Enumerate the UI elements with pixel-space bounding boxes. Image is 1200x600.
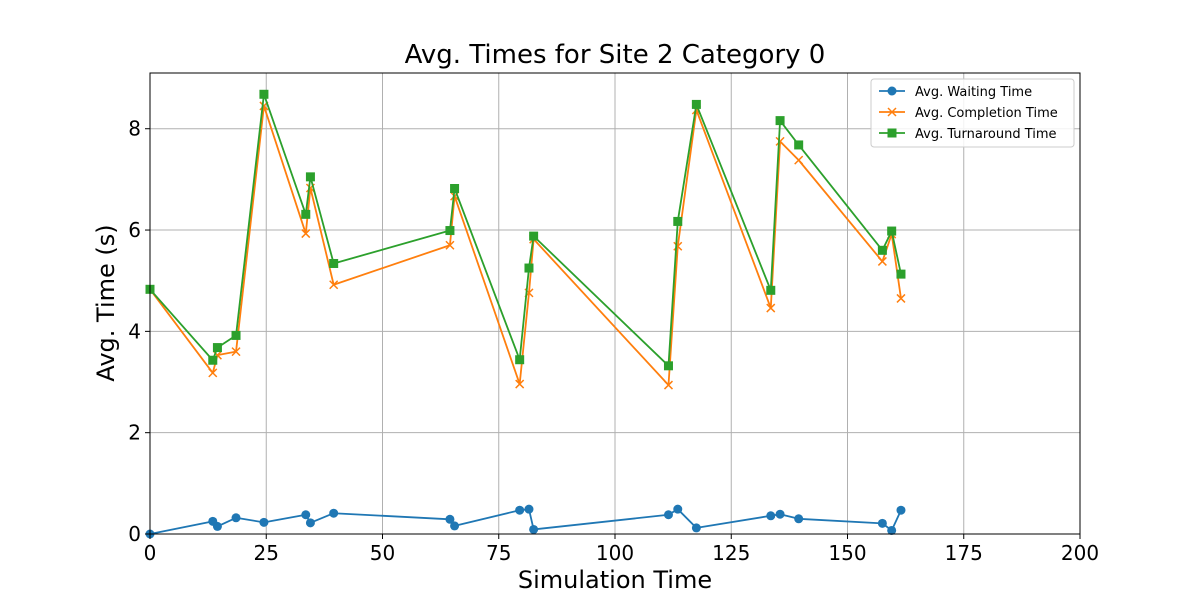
legend-marker bbox=[887, 128, 897, 138]
y-tick-label: 6 bbox=[128, 218, 141, 242]
data-point bbox=[775, 509, 785, 519]
data-point bbox=[208, 368, 218, 378]
x-tick-label: 200 bbox=[1061, 541, 1099, 565]
data-point bbox=[305, 518, 315, 528]
data-point bbox=[305, 172, 315, 182]
x-tick-label: 25 bbox=[254, 541, 279, 565]
data-point bbox=[524, 504, 534, 514]
data-point bbox=[515, 379, 525, 389]
chart-title: Avg. Times for Site 2 Category 0 bbox=[405, 40, 826, 70]
data-point bbox=[691, 99, 701, 109]
x-tick-label: 75 bbox=[486, 541, 511, 565]
data-point bbox=[450, 521, 460, 531]
data-point bbox=[887, 525, 897, 535]
series-line-1 bbox=[149, 105, 902, 386]
series-line-0 bbox=[149, 508, 902, 535]
data-point bbox=[301, 510, 311, 520]
data-point bbox=[673, 504, 683, 514]
data-point bbox=[301, 229, 311, 239]
data-point bbox=[515, 505, 525, 515]
data-point bbox=[766, 285, 776, 295]
data-point bbox=[301, 209, 311, 219]
data-point bbox=[208, 355, 218, 365]
data-point bbox=[794, 155, 804, 165]
legend: Avg. Waiting Time Avg. Completion Time Avg… bbox=[870, 78, 1075, 148]
data-point bbox=[445, 240, 455, 250]
data-point bbox=[663, 361, 673, 371]
data-point bbox=[329, 508, 339, 518]
data-point bbox=[896, 269, 906, 279]
data-point bbox=[212, 521, 222, 531]
data-point bbox=[259, 517, 269, 527]
data-point bbox=[524, 263, 534, 273]
data-point bbox=[663, 510, 673, 520]
data-point bbox=[673, 216, 683, 226]
y-tick-label: 4 bbox=[128, 319, 141, 343]
data-point bbox=[775, 116, 785, 126]
data-point bbox=[231, 347, 241, 357]
data-point bbox=[766, 511, 776, 521]
data-point bbox=[231, 513, 241, 523]
y-tick-label: 2 bbox=[128, 421, 141, 445]
data-point bbox=[445, 226, 455, 236]
legend-label-2: Avg. Turnaround Time bbox=[915, 127, 1057, 142]
x-tick-label: 100 bbox=[596, 541, 634, 565]
data-point bbox=[663, 380, 674, 390]
data-point bbox=[775, 136, 785, 146]
data-point bbox=[877, 256, 887, 266]
data-point bbox=[794, 514, 804, 524]
y-tick-label: 0 bbox=[128, 522, 141, 546]
x-tick-label: 150 bbox=[828, 541, 866, 565]
y-axis-title: Avg. Time (s) bbox=[92, 224, 120, 381]
data-point bbox=[212, 343, 222, 353]
data-point bbox=[896, 505, 906, 515]
x-tick-label: 175 bbox=[945, 541, 983, 565]
y-tick-label: 8 bbox=[128, 117, 141, 141]
data-point bbox=[329, 258, 339, 268]
data-point bbox=[896, 293, 906, 303]
legend-marker bbox=[887, 86, 897, 96]
data-point bbox=[329, 280, 339, 290]
data-point bbox=[794, 140, 804, 150]
data-point bbox=[877, 245, 887, 255]
legend-label-0: Avg. Waiting Time bbox=[915, 85, 1032, 100]
legend-marker bbox=[887, 107, 897, 117]
data-point bbox=[691, 523, 701, 533]
data-point bbox=[515, 355, 525, 365]
data-point bbox=[887, 226, 897, 236]
data-point bbox=[877, 518, 887, 528]
data-point bbox=[231, 330, 241, 340]
legend-label-1: Avg. Completion Time bbox=[915, 106, 1058, 121]
data-point bbox=[259, 89, 269, 99]
x-tick-label: 50 bbox=[370, 541, 395, 565]
series-line-2 bbox=[149, 93, 902, 367]
data-point bbox=[450, 184, 460, 194]
data-point bbox=[529, 231, 539, 241]
data-point bbox=[529, 524, 539, 534]
x-axis-title: Simulation Time bbox=[518, 566, 712, 594]
x-tick-label: 0 bbox=[144, 541, 157, 565]
data-point bbox=[445, 514, 455, 524]
x-tick-label: 125 bbox=[712, 541, 750, 565]
data-point bbox=[766, 303, 776, 313]
legend-box bbox=[870, 78, 1075, 148]
